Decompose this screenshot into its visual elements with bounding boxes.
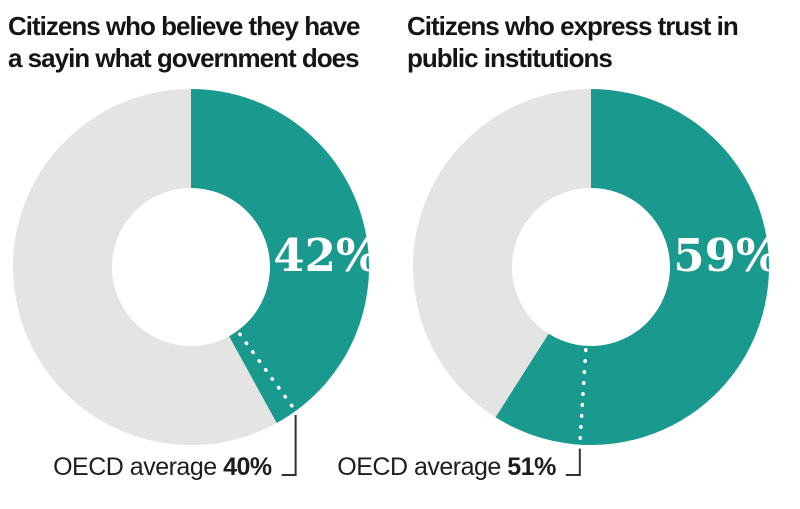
donut-value-slice (191, 89, 369, 423)
donut-value-label: 42% (273, 229, 378, 282)
donut-value-label: 59% (673, 229, 778, 282)
chart-title-right-line-1: Citizens who express trust in (407, 11, 739, 41)
chart-title-right: Citizens who express trust in public ins… (407, 10, 800, 74)
oecd-callout-line (281, 415, 297, 476)
oecd-average-label-right: OECD average 51% (337, 454, 556, 480)
oecd-average-marker (237, 332, 295, 409)
oecd-callout-line (565, 448, 581, 476)
chart-title-right-line-2: public institutions (407, 43, 613, 73)
oecd-average-prefix-right: OECD average (337, 453, 501, 481)
chart-title-left-line-2: a sayin what government does (8, 43, 360, 73)
oecd-average-value-right: 51% (507, 453, 556, 481)
oecd-average-prefix-left: OECD average (53, 453, 217, 481)
oecd-average-value-left: 40% (223, 453, 272, 481)
chart-title-left: Citizens who believe they have a sayin w… (8, 10, 406, 74)
donut-value-slice (495, 89, 769, 445)
chart-title-left-line-1: Citizens who believe they have (8, 11, 360, 41)
oecd-average-label-left: OECD average 40% (53, 454, 272, 480)
oecd-average-marker (578, 348, 588, 442)
